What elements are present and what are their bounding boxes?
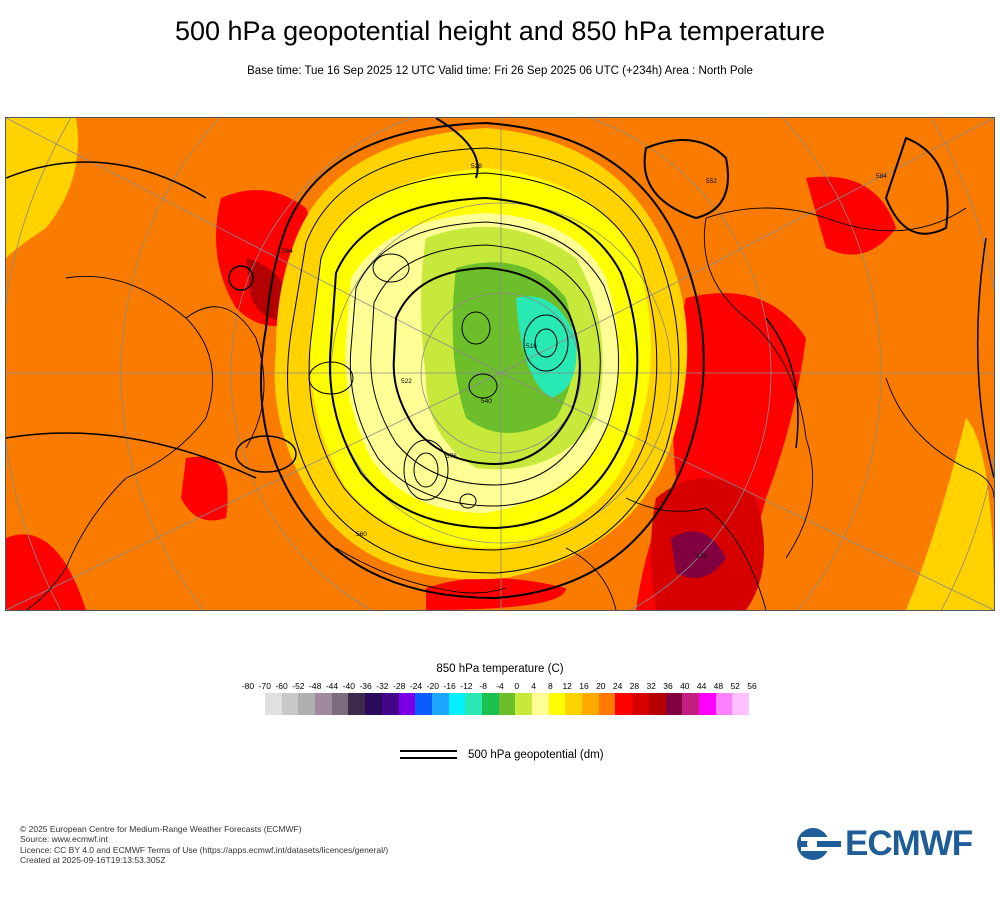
contour-labels: 528 552 564 576 584 540 516 522 570 560 [282, 163, 887, 560]
contour-legend-label: 500 hPa geopotential (dm) [468, 749, 604, 761]
colorbar-swatch [682, 693, 699, 715]
map-canvas: 528 552 564 576 584 540 516 522 570 560 [6, 118, 994, 610]
colorbar [265, 693, 749, 715]
colorbar-swatch [448, 693, 466, 715]
contour-label: 552 [706, 178, 717, 185]
polar-map: 528 552 564 576 584 540 516 522 570 560 [5, 117, 995, 611]
contour-label: 564 [282, 248, 293, 255]
colorbar-swatch [315, 693, 332, 715]
contour-label: 576 [446, 453, 457, 460]
colorbar-tick-label: 36 [663, 681, 673, 691]
colorbar-tick-label: -16 [443, 681, 456, 691]
colorbar-title: 850 hPa temperature (C) [436, 663, 564, 675]
temp-region-20-c [806, 176, 896, 255]
colorbar-tick-label: 28 [629, 681, 640, 691]
colorbar-swatch [381, 693, 399, 715]
colorbar-tick-label: 52 [730, 681, 740, 691]
colorbar-tick-label: -28 [393, 681, 406, 691]
contour-label: 528 [471, 163, 482, 170]
colorbar-swatch [732, 693, 749, 715]
colorbar-swatch [465, 693, 482, 715]
colorbar-swatch [298, 693, 316, 715]
colorbar-swatch [515, 693, 532, 715]
colorbar-tick-label: 0 [514, 681, 520, 691]
colorbar-swatch [715, 693, 733, 715]
copyright-text: © 2025 European Centre for Medium-Range … [20, 824, 302, 834]
colorbar-tick-label: -60 [275, 681, 288, 691]
temp-region-20-e [181, 456, 228, 521]
colorbar-tick-label: 16 [579, 681, 589, 691]
colorbar-ticks: -80 -70 -60 -52 -48 -44 -40 -36 -32 -28 -24 -20 -16-… [242, 681, 757, 693]
ecmwf-logo-icon [797, 828, 841, 860]
colorbar-tick-label: 48 [713, 681, 724, 691]
contour-label: 560 [356, 531, 367, 538]
colorbar-swatch [348, 693, 366, 715]
colorbar-tick-label: -24 [409, 681, 423, 691]
colorbar-swatch [698, 693, 716, 715]
colorbar-swatch [415, 693, 432, 715]
source-text: Source: www.ecmwf.int [20, 834, 108, 845]
colorbar-tick-label: 44 [696, 681, 707, 691]
ecmwf-logo: ECMWF [795, 824, 985, 864]
colorbar-tick-label: -48 [309, 681, 322, 691]
colorbar-tick-label: 12 [562, 681, 572, 691]
colorbar-tick-label: 24 [612, 681, 623, 691]
contour-legend-swatch [400, 750, 457, 762]
colorbar-swatch [281, 693, 299, 715]
colorbar-tick-label: -44 [325, 681, 339, 691]
colorbar-tick-label: -8 [479, 681, 487, 691]
colorbar-tick-label: -70 [258, 681, 271, 691]
colorbar-swatch [331, 693, 349, 715]
colorbar-swatch [632, 693, 649, 715]
temp-region-20-f [426, 578, 566, 610]
ecmwf-logo-text: ECMWF [845, 824, 973, 863]
contour-label: 522 [401, 378, 412, 385]
colorbar-swatch [265, 693, 282, 715]
colorbar-swatch [598, 693, 616, 715]
contour-label: 516 [526, 343, 537, 350]
contour-label: 584 [876, 173, 887, 180]
colorbar-swatch [648, 693, 666, 715]
chart-subtitle: Base time: Tue 16 Sep 2025 12 UTC Valid … [247, 65, 753, 77]
licence-text: Licence: CC BY 4.0 and ECMWF Terms of Us… [20, 844, 389, 855]
geopotential-contours [6, 118, 994, 600]
colorbar-tick-label: -4 [496, 681, 504, 691]
colorbar-swatch [498, 693, 516, 715]
colorbar-tick-label: 56 [747, 681, 757, 691]
colorbar-swatch [665, 693, 683, 715]
colorbar-tick-label: 4 [531, 681, 536, 691]
colorbar-swatch [365, 693, 382, 715]
colorbar-tick-label: 40 [680, 681, 690, 691]
colorbar-tick-label: -20 [426, 681, 439, 691]
coastlines [25, 207, 994, 610]
temp-region-32-b [671, 531, 726, 578]
colorbar-swatch [582, 693, 599, 715]
colorbar-swatch [431, 693, 449, 715]
colorbar-tick-label: -36 [359, 681, 372, 691]
temp-region-12-east [906, 418, 994, 610]
colorbar-tick-label: -52 [292, 681, 305, 691]
colorbar-tick-label: 32 [646, 681, 656, 691]
colorbar-tick-label: -32 [376, 681, 389, 691]
colorbar-swatch [532, 693, 549, 715]
colorbar-swatch [398, 693, 416, 715]
temp-region-20-d [6, 534, 86, 610]
chart-title: 500 hPa geopotential height and 850 hPa … [174, 16, 825, 46]
colorbar-tick-label: -40 [342, 681, 355, 691]
colorbar-swatch [481, 693, 499, 715]
created-text: Created at 2025-09-16T19:13:53.305Z [20, 855, 166, 866]
colorbar-swatch [548, 693, 566, 715]
colorbar-tick-label: 20 [596, 681, 606, 691]
colorbar-swatch [615, 693, 633, 715]
contour-label: 570 [696, 553, 707, 560]
footer: © 2025 European Centre for Medium-Range … [20, 824, 388, 866]
graticule [6, 118, 994, 610]
colorbar-tick-label: -12 [460, 681, 473, 691]
colorbar-tick-label: 8 [548, 681, 553, 691]
colorbar-tick-label: -80 [241, 681, 255, 691]
contour-label: 540 [481, 398, 492, 405]
colorbar-swatch [565, 693, 583, 715]
